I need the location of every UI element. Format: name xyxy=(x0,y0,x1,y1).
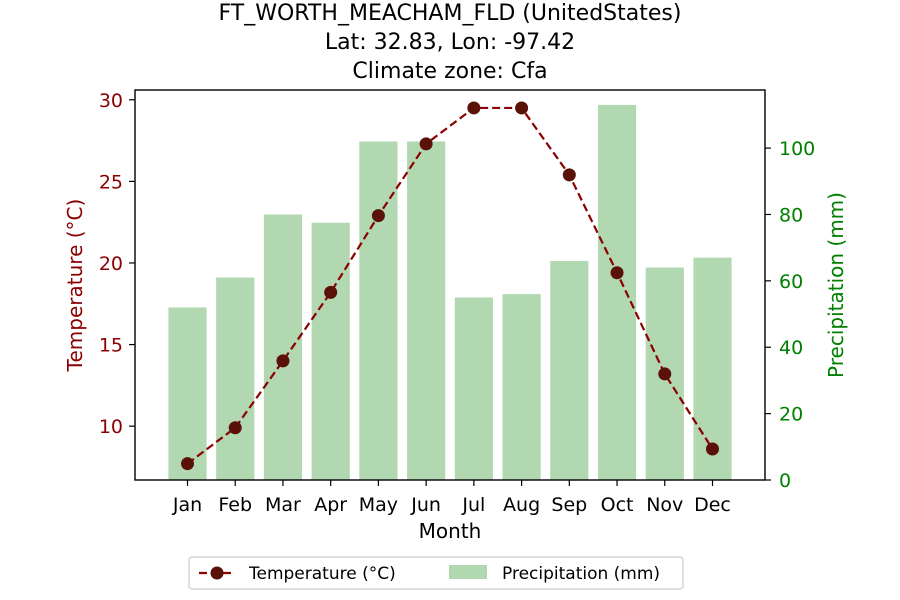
legend-precipitation-swatch xyxy=(449,565,487,579)
temperature-point xyxy=(229,421,242,434)
left-axis-tick-label: 20 xyxy=(99,253,123,275)
x-axis-tick-label: Feb xyxy=(218,494,252,516)
precipitation-bar xyxy=(503,294,541,480)
precipitation-bar xyxy=(216,278,254,480)
legend-temperature-label: Temperature (°C) xyxy=(248,564,396,584)
legend-temperature-marker xyxy=(211,567,224,580)
temperature-point xyxy=(372,209,385,222)
temperature-point xyxy=(515,101,528,114)
chart-title: FT_WORTH_MEACHAM_FLD (UnitedStates) Lat:… xyxy=(219,1,682,84)
temperature-point xyxy=(658,367,671,380)
temperature-line xyxy=(181,101,719,470)
x-axis-tick-label: Jul xyxy=(461,494,485,516)
left-axis-tick-label: 10 xyxy=(99,416,123,438)
precipitation-bar xyxy=(407,141,445,480)
temperature-point xyxy=(467,101,480,114)
left-axis-label: Temperature (°C) xyxy=(63,199,87,373)
precipitation-bars xyxy=(168,105,731,480)
precipitation-bar xyxy=(264,214,302,480)
temperature-point xyxy=(706,442,719,455)
precipitation-bar xyxy=(312,223,350,480)
legend-precipitation-label: Precipitation (mm) xyxy=(502,564,660,584)
right-axis-tick-label: 0 xyxy=(779,470,791,492)
left-axis-tick-label: 25 xyxy=(99,171,123,193)
temperature-point xyxy=(420,137,433,150)
right-axis-tick-label: 20 xyxy=(779,404,803,426)
precipitation-bar xyxy=(550,261,588,480)
legend: Temperature (°C) Precipitation (mm) xyxy=(189,557,683,589)
right-axis-tick-label: 80 xyxy=(779,204,803,226)
right-axis-label: Precipitation (mm) xyxy=(824,192,848,378)
x-axis-tick-label: Jun xyxy=(410,494,441,516)
temperature-point xyxy=(324,286,337,299)
temperature-point xyxy=(181,457,194,470)
x-axis-tick-label: Jan xyxy=(172,494,202,516)
x-axis-tick-label: Oct xyxy=(601,494,634,516)
precipitation-bar xyxy=(359,141,397,480)
right-axis-tick-label: 100 xyxy=(779,138,815,160)
x-axis-tick-label: Sep xyxy=(551,494,587,516)
temperature-point xyxy=(563,168,576,181)
x-axis-tick-label: Nov xyxy=(646,494,683,516)
chart-title-line-3: Climate zone: Cfa xyxy=(352,59,547,84)
x-axis-label: Month xyxy=(419,519,482,543)
x-axis-tick-label: Dec xyxy=(694,494,731,516)
chart-title-line-1: FT_WORTH_MEACHAM_FLD (UnitedStates) xyxy=(219,1,682,26)
temperature-point xyxy=(611,266,624,279)
chart-title-line-2: Lat: 32.83, Lon: -97.42 xyxy=(325,30,575,55)
precipitation-bar xyxy=(455,297,493,480)
x-axis-tick-label: Aug xyxy=(503,494,540,516)
x-axis-tick-label: Mar xyxy=(265,494,301,516)
left-axis-tick-label: 15 xyxy=(99,335,123,357)
temperature-point xyxy=(276,354,289,367)
left-axis-tick-label: 30 xyxy=(99,90,123,112)
x-axis-tick-label: May xyxy=(359,494,398,516)
right-axis-tick-label: 40 xyxy=(779,337,803,359)
x-axis-tick-label: Apr xyxy=(314,494,347,516)
precipitation-bar xyxy=(598,105,636,480)
right-axis-tick-label: 60 xyxy=(779,271,803,293)
